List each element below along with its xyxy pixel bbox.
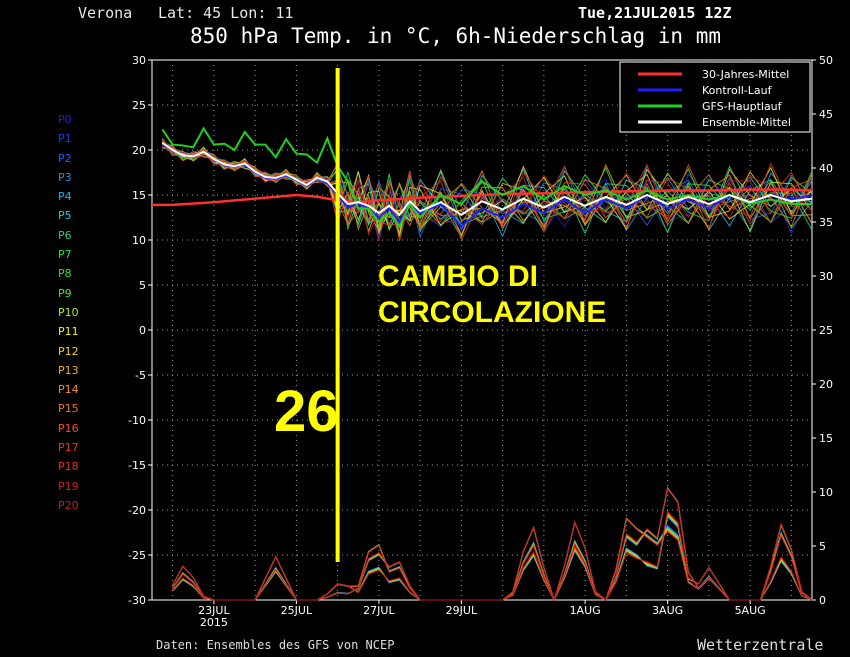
member-temp-line: [162, 143, 813, 235]
legend-label: Ensemble-Mittel: [702, 116, 791, 129]
member-label: P10: [58, 305, 79, 319]
member-precip-line: [172, 517, 813, 602]
right-axis-tick-label: 50: [819, 54, 833, 67]
member-precip-line: [172, 510, 813, 602]
right-axis-tick-label: 20: [819, 378, 833, 391]
member-label: P8: [58, 267, 72, 281]
member-precip-line: [172, 487, 813, 602]
member-label: P15: [58, 402, 79, 416]
left-axis-tick-label: 5: [139, 279, 146, 292]
right-axis-tick-label: 40: [819, 162, 833, 175]
member-precip-line: [172, 517, 813, 602]
member-precip-line: [172, 486, 813, 602]
right-axis-tick-label: 45: [819, 108, 833, 121]
legend-label: Kontroll-Lauf: [702, 84, 773, 97]
member-temp-line: [161, 139, 813, 237]
member-label: P1: [58, 132, 72, 146]
member-precip-line: [172, 514, 813, 602]
left-axis-tick-label: -20: [128, 504, 146, 517]
member-label: P7: [58, 248, 72, 262]
member-label: P19: [58, 479, 79, 493]
member-label: P20: [58, 498, 79, 512]
member-label: P11: [58, 325, 79, 339]
member-precip-line: [172, 517, 813, 602]
x-axis-tick-label: 5AUG: [735, 604, 766, 617]
member-temp-line: [161, 139, 813, 237]
member-precip-line: [172, 517, 813, 602]
x-axis-tick-label: 25JUL: [281, 604, 313, 617]
member-temp-line: [161, 141, 813, 237]
member-temp-line: [161, 139, 813, 242]
member-precip-line: [172, 514, 813, 602]
x-axis-tick-label: 1AUG: [570, 604, 601, 617]
member-label: P4: [58, 190, 72, 204]
member-label: P5: [58, 209, 72, 223]
right-axis-tick-label: 0: [819, 594, 826, 607]
data-source-label: Daten: Ensembles des GFS von NCEP: [156, 638, 395, 652]
right-axis-tick-label: 10: [819, 486, 833, 499]
coords-label: Lat: 45 Lon: 11: [158, 4, 294, 22]
member-precip-line: [172, 487, 813, 602]
member-label: P12: [58, 344, 79, 358]
annotation-text-line2: CIRCOLAZIONE: [378, 296, 607, 329]
x-axis-tick-label: 23JUL: [198, 604, 230, 617]
member-precip-line: [172, 515, 813, 602]
member-label: P13: [58, 363, 79, 377]
legend-label: 30-Jahres-Mittel: [702, 68, 789, 81]
location-label: Verona: [78, 4, 133, 22]
right-axis-tick-label: 25: [819, 324, 833, 337]
member-list: P0 P1 P2 P3 P4 P5 P6 P7 P8 P9 P10 P11 P12 P13 P14 P15 P1…: [58, 110, 79, 515]
member-label: P3: [58, 170, 72, 184]
member-label: P0: [58, 113, 72, 126]
right-axis-tick-label: 5: [819, 540, 826, 553]
member-precip-line: [172, 512, 813, 602]
left-axis-tick-label: -25: [128, 549, 146, 562]
series-line: [152, 188, 813, 207]
run-date-label: Tue,21JUL2015 12Z: [578, 4, 732, 22]
right-axis-tick-label: 15: [819, 432, 833, 445]
brand-label: Wetterzentrale: [697, 636, 824, 654]
member-precip-line: [172, 513, 813, 602]
x-axis-tick-label: 3AUG: [652, 604, 683, 617]
member-label: P14: [58, 383, 79, 397]
left-axis-tick-label: 15: [132, 189, 146, 202]
x-axis-tick-label: 29JUL: [446, 604, 478, 617]
left-axis-tick-label: -15: [128, 459, 146, 472]
right-axis-tick-label: 35: [819, 216, 833, 229]
x-axis-tick-label: 27JUL: [363, 604, 395, 617]
member-precip-line: [172, 517, 813, 602]
annotation-big-number: 26: [274, 379, 339, 444]
member-label: P16: [58, 421, 79, 435]
legend-label: GFS-Hauptlauf: [702, 100, 783, 113]
left-axis-tick-label: -30: [128, 594, 146, 607]
series-line: [161, 141, 813, 217]
left-axis-tick-label: -10: [128, 414, 146, 427]
member-label: P2: [58, 151, 72, 165]
annotation-text-line1: CAMBIO DI: [378, 260, 538, 293]
member-precip-line: [172, 486, 813, 602]
member-precip-line: [172, 517, 813, 602]
chart-title: 850 hPa Temp. in °C, 6h-Niederschlag in …: [190, 24, 722, 48]
member-precip-line: [172, 487, 813, 602]
member-label: P9: [58, 286, 72, 300]
left-axis-tick-label: -5: [135, 369, 146, 382]
series-line: [161, 126, 812, 229]
member-precip-line: [172, 517, 813, 602]
left-axis-tick-label: 10: [132, 234, 146, 247]
left-axis-tick-label: 0: [139, 324, 146, 337]
x-axis-year-label: 2015: [200, 616, 228, 629]
left-axis-tick-label: 25: [132, 99, 146, 112]
left-axis-tick-label: 30: [132, 54, 146, 67]
left-axis-tick-label: 20: [132, 144, 146, 157]
member-label: P18: [58, 460, 79, 474]
member-precip-line: [172, 486, 813, 602]
member-label: P17: [58, 441, 79, 455]
member-label: P6: [58, 228, 72, 242]
right-axis-tick-label: 30: [819, 270, 833, 283]
member-precip-line: [172, 486, 813, 602]
